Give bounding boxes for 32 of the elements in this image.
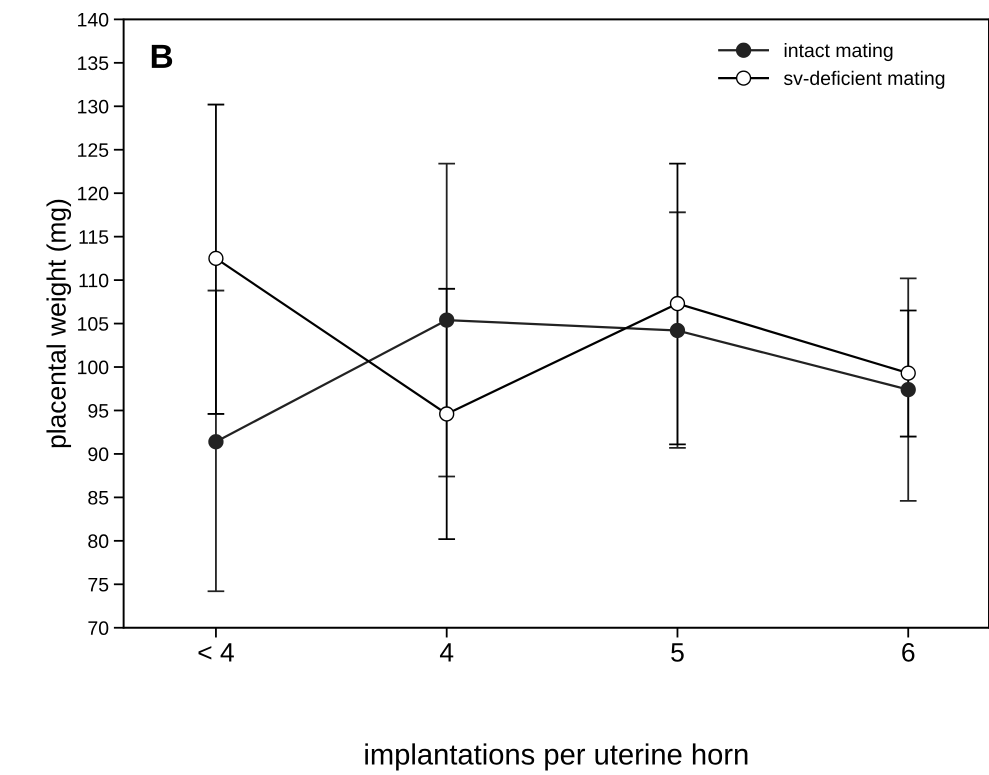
y-tick-label: 140 <box>78 12 108 27</box>
y-tick-label: 115 <box>80 230 108 244</box>
point <box>900 365 916 381</box>
x-tick-label: 6 <box>902 643 914 662</box>
y-tick-label: 130 <box>78 100 108 114</box>
y-tick-label: 105 <box>78 317 108 331</box>
y-tick-label: 90 <box>88 447 108 462</box>
legend-label: intact mating <box>784 42 892 62</box>
point <box>670 296 686 312</box>
point <box>208 434 224 450</box>
annotation: B <box>152 44 172 68</box>
y-tick-label: 120 <box>78 186 108 200</box>
point <box>900 382 916 398</box>
y-tick-label: 75 <box>88 578 108 592</box>
y-tick-label: 110 <box>80 274 108 288</box>
y-tick-label: 125 <box>78 143 108 157</box>
y-tick-label: 70 <box>88 621 108 635</box>
y-axis-title: placental weight (mg) <box>46 200 72 448</box>
y-tick-label: 85 <box>88 490 108 505</box>
y-tick-label: 95 <box>88 404 108 418</box>
x-tick-label: < 4 <box>198 643 234 662</box>
point <box>439 406 454 422</box>
y-tick-label: 135 <box>78 56 108 70</box>
point <box>208 250 224 266</box>
y-tick-label: 100 <box>78 360 108 374</box>
y-tick-label: 80 <box>88 534 108 548</box>
x-tick-label: 4 <box>440 643 454 662</box>
point <box>439 312 454 328</box>
x-tick-label: 5 <box>671 643 684 662</box>
point <box>670 322 686 338</box>
x-axis-title: implantations per uterine horn <box>365 743 748 771</box>
legend-label: sv-deficient mating <box>784 70 944 89</box>
